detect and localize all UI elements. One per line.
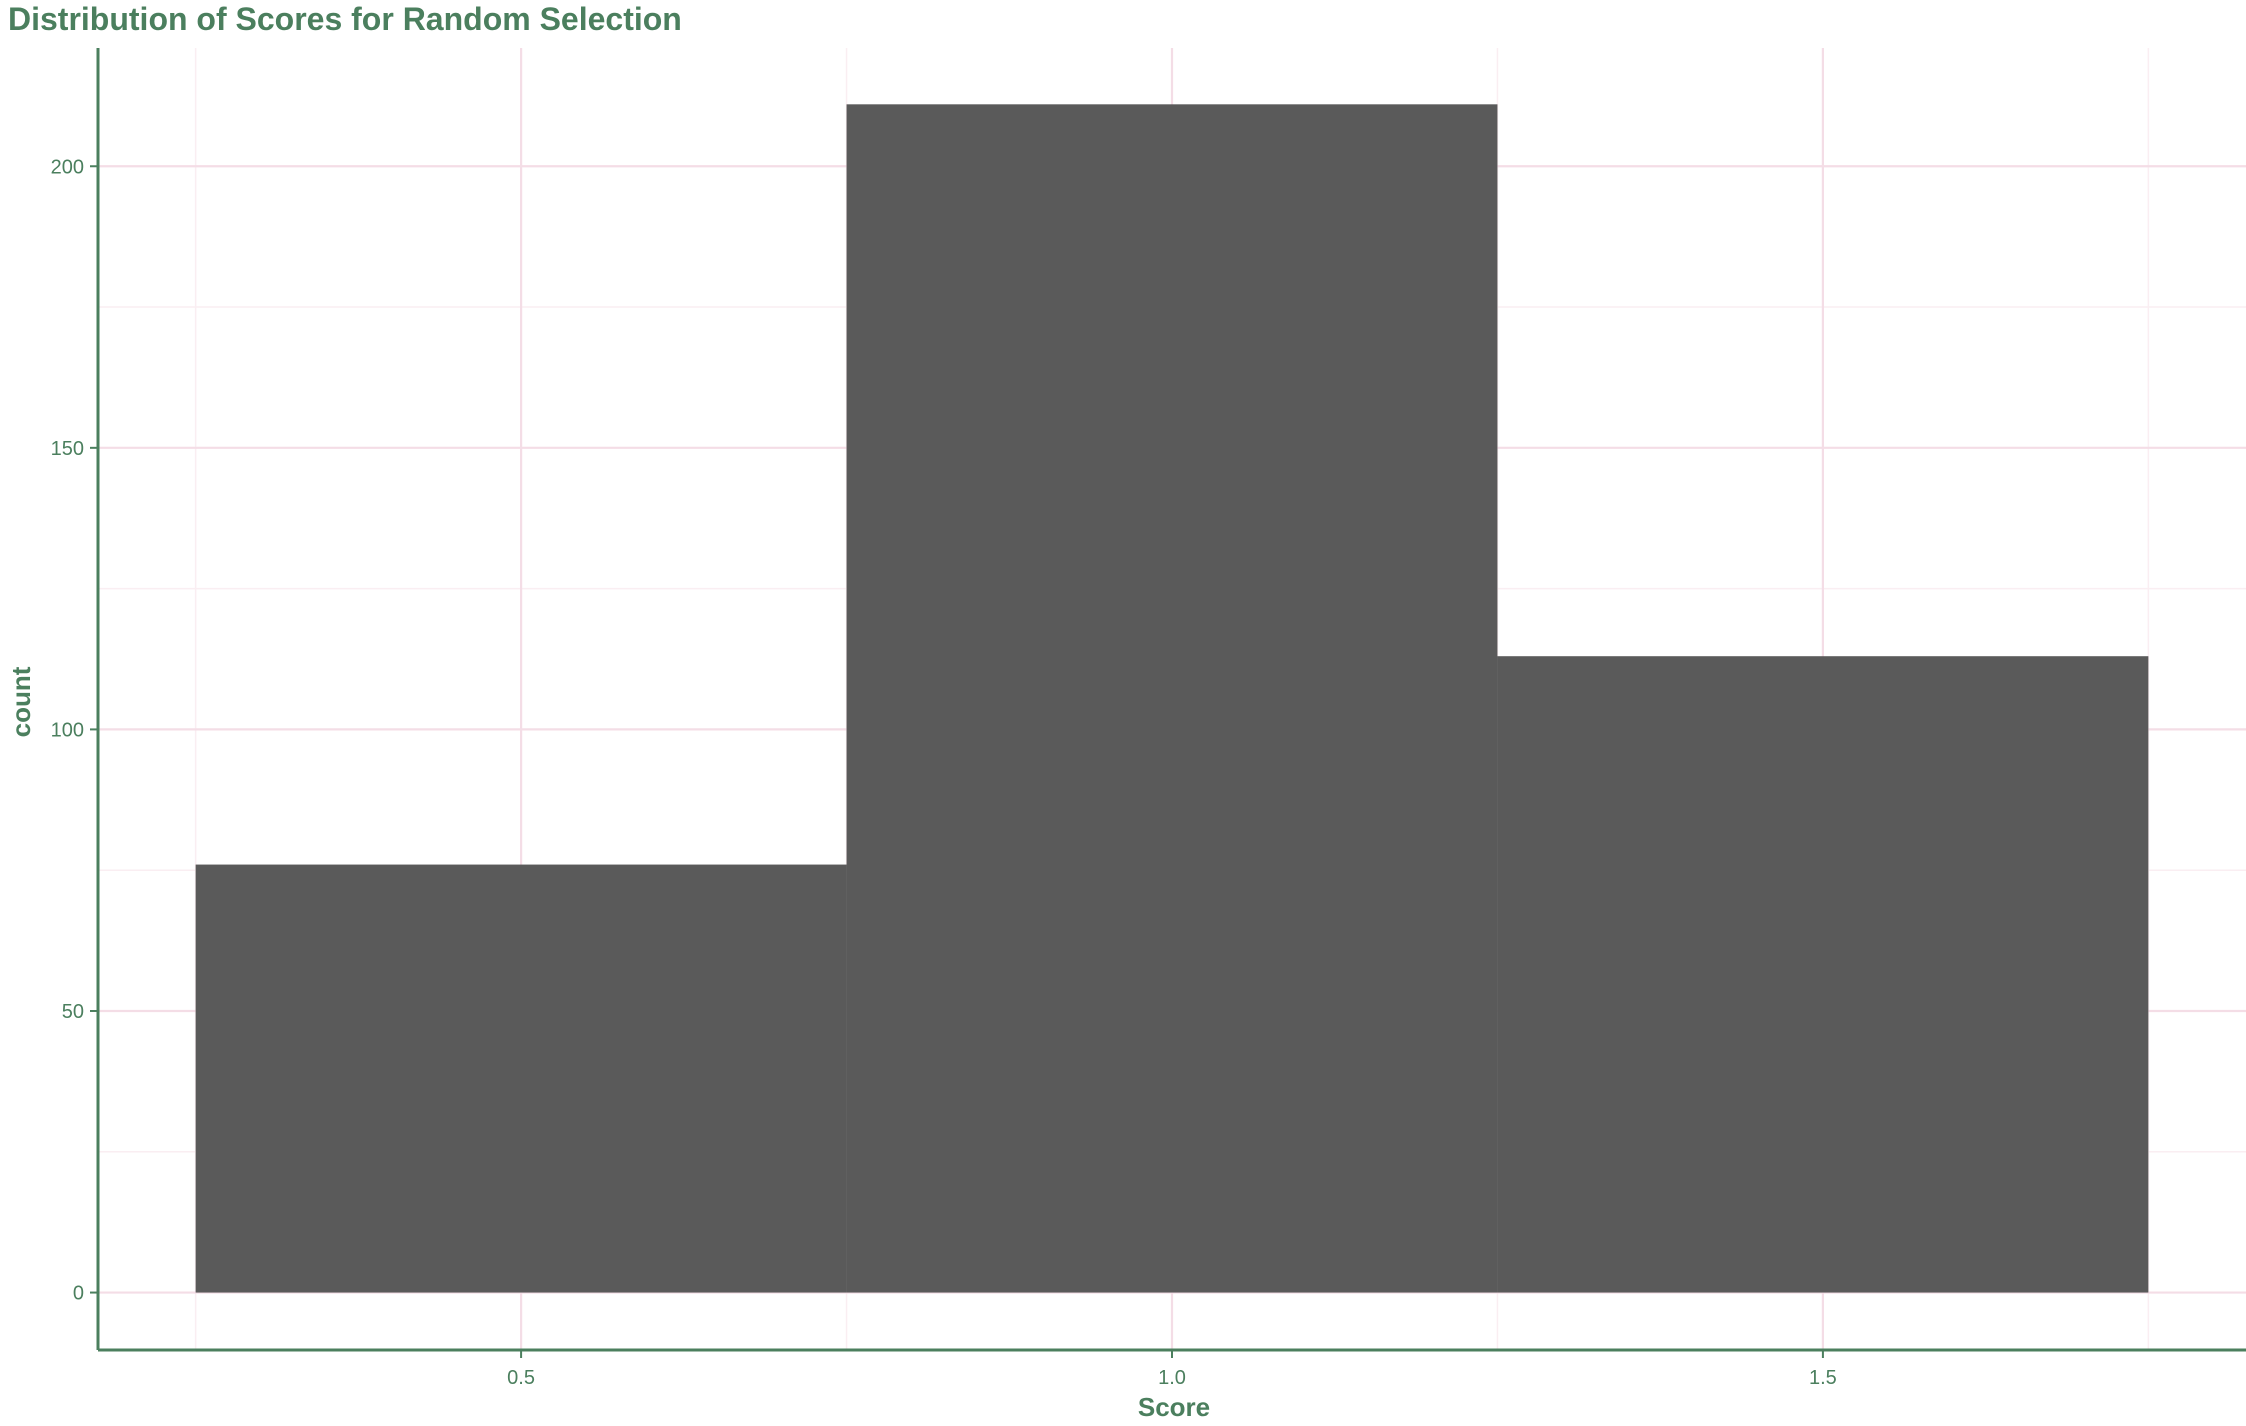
chart-title: Distribution of Scores for Random Select…	[8, 1, 682, 37]
histogram-bar	[846, 104, 1498, 1293]
y-tick-label: 0	[73, 1283, 84, 1305]
y-tick-label: 150	[51, 438, 84, 460]
ticks-layer: 0 50 100 150 200 0.5 1.0 1.5	[51, 156, 1837, 1389]
x-tick-label: 1.5	[1809, 1367, 1837, 1389]
y-tick-label: 50	[62, 1001, 84, 1023]
histogram-bar	[1497, 656, 2149, 1293]
x-axis-title: Score	[1138, 1392, 1210, 1422]
x-tick-label: 0.5	[507, 1367, 535, 1389]
y-axis-title: count	[6, 666, 36, 737]
histogram-bar	[195, 864, 847, 1293]
bars-layer	[195, 104, 2149, 1293]
x-tick-label: 1.0	[1158, 1367, 1186, 1389]
y-tick-label: 200	[51, 156, 84, 178]
y-tick-label: 100	[51, 719, 84, 741]
